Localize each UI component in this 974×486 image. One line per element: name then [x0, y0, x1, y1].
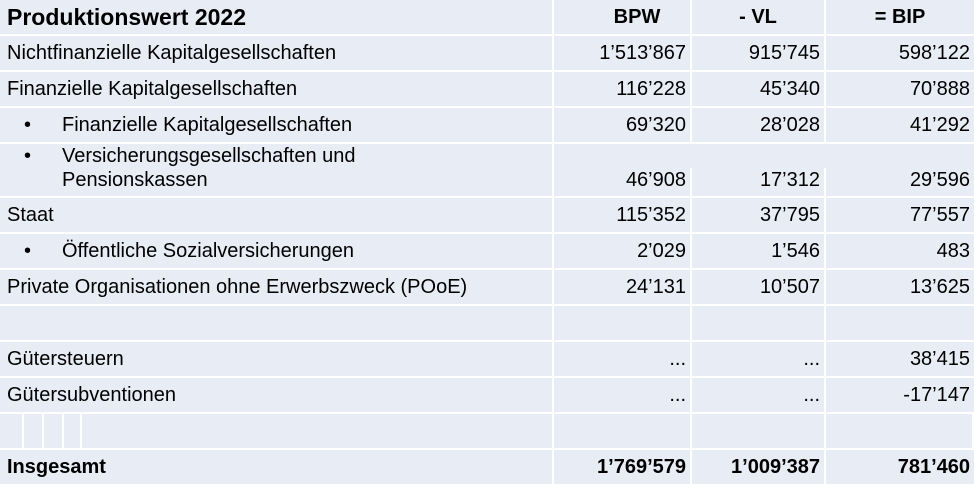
value-vl: 37’795 — [692, 198, 826, 232]
value-vl: 17’312 — [692, 168, 826, 196]
empty-cell — [554, 306, 692, 340]
value-vl: ... — [692, 378, 826, 412]
value-vl: 1’546 — [692, 234, 826, 268]
row-label: Finanzielle Kapitalgesellschaften — [0, 72, 554, 106]
row-label-cell: • Öffentliche Sozialversicherungen — [0, 234, 554, 268]
table-row: Nichtfinanzielle Kapitalgesellschaften 1… — [0, 36, 974, 72]
table-row: Private Organisationen ohne Erwerbszweck… — [0, 270, 974, 306]
table-row: Finanzielle Kapitalgesellschaften 116’22… — [0, 72, 974, 108]
table-row: Gütersteuern ... ... 38’415 — [0, 342, 974, 378]
value-bpw: 116’228 — [554, 72, 692, 106]
value-vl: ... — [692, 342, 826, 376]
empty-cell — [554, 414, 692, 448]
value-bip: 77’557 — [909, 204, 970, 226]
value-bpw: 69’320 — [554, 108, 692, 142]
value-bip: 41’292 — [909, 114, 970, 136]
table-title: Produktionswert 2022 — [0, 0, 554, 34]
value-bpw: 2’029 — [554, 234, 692, 268]
row-label: Nichtfinanzielle Kapitalgesellschaften — [0, 36, 554, 70]
value-bpw: 24’131 — [554, 270, 692, 304]
row-label-line1: Versicherungsgesellschaften und — [62, 145, 356, 167]
value-bip: 13’625 — [909, 276, 970, 298]
table-header-row: Produktionswert 2022 BPW - VL = BIP — [0, 0, 974, 36]
column-header-bpw: BPW — [554, 0, 692, 34]
empty-row — [0, 306, 974, 342]
table-row: • Versicherungsgesellschaften und Pensio… — [0, 144, 974, 198]
value-bip: 483 — [936, 240, 970, 262]
column-header-vl: - VL — [692, 0, 826, 34]
value-vl: 10’507 — [692, 270, 826, 304]
row-label-line2: Pensionskassen — [62, 169, 208, 191]
cell-divider — [80, 414, 82, 448]
total-label: Insgesamt — [0, 450, 554, 484]
row-label: Staat — [0, 198, 554, 232]
value-bpw: 46’908 — [554, 168, 692, 196]
empty-cell — [692, 306, 826, 340]
row-label: Finanzielle Kapitalgesellschaften — [62, 114, 353, 136]
table-row: Staat 115’352 37’795 77’557 — [0, 198, 974, 234]
cell-divider — [42, 414, 44, 448]
total-bip: 781’460 — [897, 456, 970, 478]
row-label: Private Organisationen ohne Erwerbszweck… — [0, 270, 554, 304]
total-row: Insgesamt 1’769’579 1’009’387 781’460 — [0, 450, 974, 486]
empty-cell — [0, 306, 554, 340]
value-bip: 70’888 — [909, 78, 970, 100]
bullet-marker: • — [24, 114, 32, 136]
column-header-bip: = BIP — [874, 6, 926, 28]
table-row: Gütersubventionen ... ... -17’147 — [0, 378, 974, 414]
row-label: Gütersteuern — [0, 342, 554, 376]
value-vl: 45’340 — [692, 72, 826, 106]
value-bpw: 115’352 — [554, 198, 692, 232]
empty-cell — [826, 414, 974, 448]
value-bip: 29’596 — [909, 169, 970, 191]
value-bip: 38’415 — [909, 348, 970, 370]
value-bip: 598’122 — [898, 42, 970, 64]
value-bpw: ... — [554, 342, 692, 376]
row-label: Öffentliche Sozialversicherungen — [62, 240, 355, 262]
table-row: • Finanzielle Kapitalgesellschaften 69’3… — [0, 108, 974, 144]
empty-row — [0, 414, 974, 450]
bullet-marker: • — [24, 240, 32, 262]
total-vl: 1’009’387 — [692, 450, 826, 484]
table-row: • Öffentliche Sozialversicherungen 2’029… — [0, 234, 974, 270]
row-label-cell: • Versicherungsgesellschaften und Pensio… — [0, 144, 554, 196]
row-label-cell: • Finanzielle Kapitalgesellschaften — [0, 108, 554, 142]
value-bip: -17’147 — [903, 384, 970, 406]
value-bpw: ... — [554, 378, 692, 412]
empty-cell — [826, 306, 974, 340]
value-bpw: 1’513’867 — [554, 36, 692, 70]
cell-divider — [62, 414, 64, 448]
empty-cell — [0, 414, 554, 448]
empty-cell — [692, 414, 826, 448]
total-bpw: 1’769’579 — [554, 450, 692, 484]
bullet-marker: • — [24, 145, 32, 167]
value-vl: 915’745 — [692, 36, 826, 70]
row-label: Gütersubventionen — [0, 378, 554, 412]
cell-divider — [22, 414, 24, 448]
value-vl: 28’028 — [692, 108, 826, 142]
